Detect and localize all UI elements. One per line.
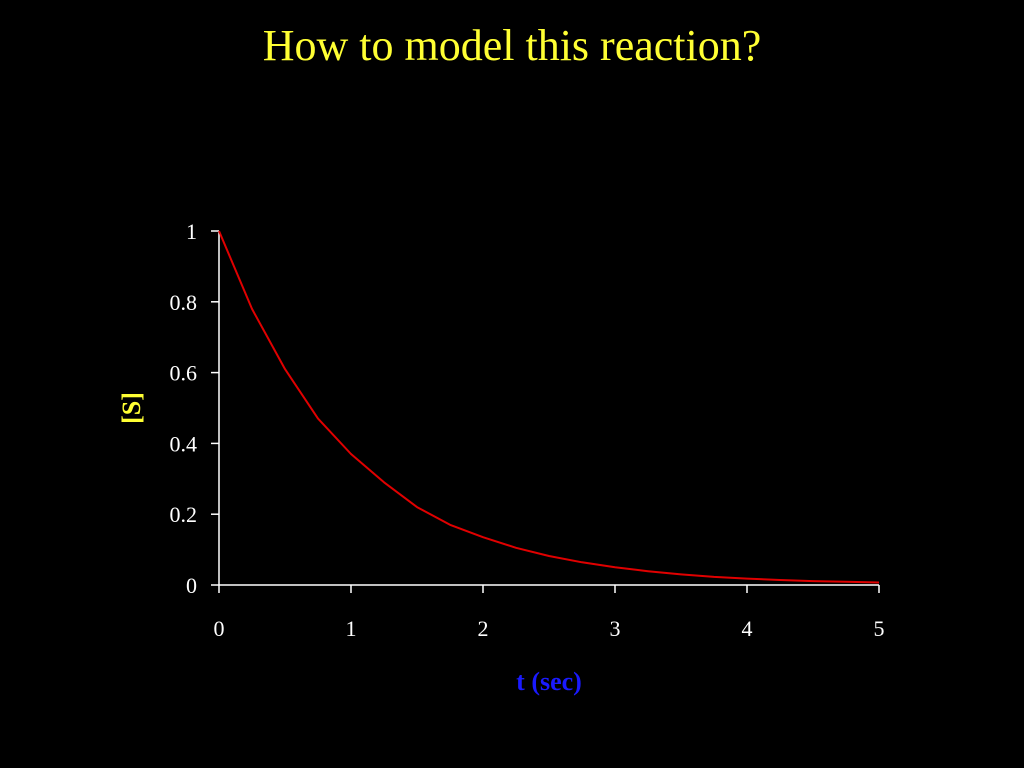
x-tick-label: 4 [742,616,753,641]
y-axis-label: [S] [117,392,146,424]
x-tick-label: 1 [346,616,357,641]
x-tick-label: 5 [874,616,885,641]
y-tick-label: 1 [186,219,197,244]
y-tick-label: 0.6 [170,361,198,386]
y-tick-label: 0.2 [170,502,198,527]
series-line [218,230,880,584]
slide-title: How to model this reaction? [262,21,762,70]
chart-ticks: 0 0.2 0.4 0.6 0.8 1 0 1 2 3 4 5 [170,219,885,641]
chart-series [218,230,880,584]
x-axis-label: t (sec) [516,667,582,696]
y-tick-label: 0.4 [170,431,198,456]
x-tick-label: 3 [610,616,621,641]
x-tick-label: 2 [478,616,489,641]
chart-axes [218,231,879,586]
x-tick-label: 0 [214,616,225,641]
y-tick-label: 0 [186,573,197,598]
y-tick-label: 0.8 [170,290,198,315]
